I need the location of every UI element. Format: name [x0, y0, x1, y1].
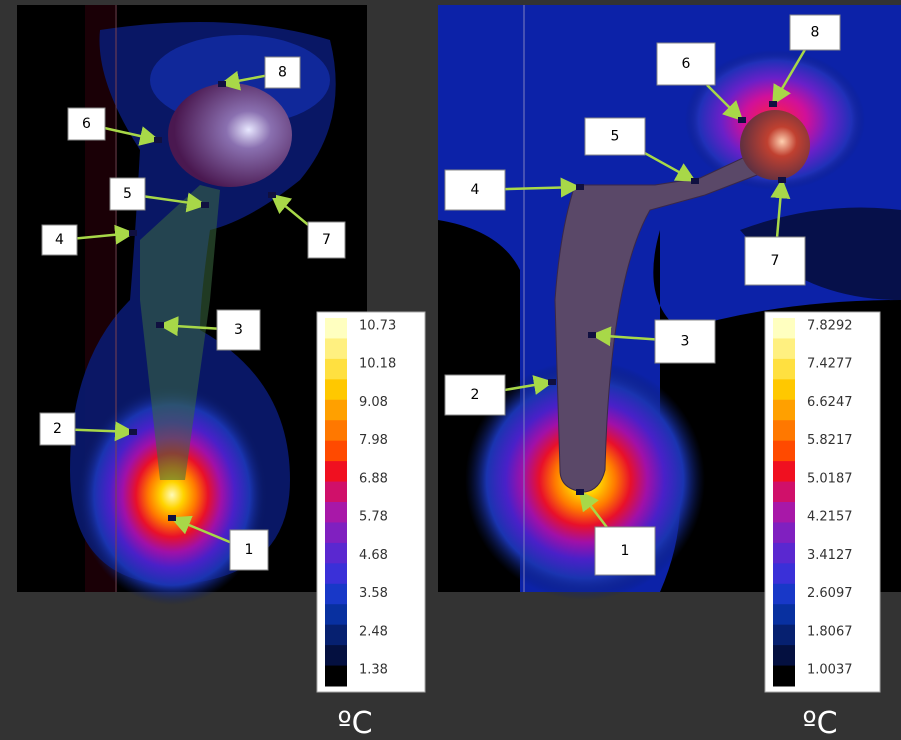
colorbar-swatch [325, 502, 347, 523]
colorbar-label: 9.08 [359, 395, 388, 410]
colorbar-swatch [773, 482, 795, 503]
head [740, 110, 810, 180]
colorbar-label: 6.88 [359, 471, 388, 486]
colorbar-label: 1.0037 [807, 663, 853, 678]
colorbar-swatch [325, 338, 347, 359]
marker-dot [268, 192, 276, 198]
colorbar-label: 7.8292 [807, 319, 853, 334]
colorbar-label: 5.8217 [807, 433, 853, 448]
point-label: 6 [82, 116, 91, 132]
colorbar-swatch [773, 584, 795, 605]
colorbar-swatch [325, 482, 347, 503]
colorbar-swatch [773, 420, 795, 441]
colorbar-label: 4.68 [359, 548, 388, 563]
marker-dot [738, 117, 746, 123]
colorbar-swatch [773, 543, 795, 564]
point-label: 3 [681, 334, 690, 350]
marker-dot [588, 332, 596, 338]
marker-dot [576, 184, 584, 190]
colorbar-swatch [773, 338, 795, 359]
colorbar-swatch [773, 604, 795, 625]
colorbar-swatch [773, 563, 795, 584]
point-label: 3 [234, 322, 243, 338]
left-panel [17, 5, 367, 605]
colorbar-swatch [773, 625, 795, 646]
colorbar-swatch [325, 563, 347, 584]
colorbar-swatch [773, 318, 795, 339]
point-label: 4 [55, 232, 64, 248]
marker-dot [201, 202, 209, 208]
colorbar-swatch [325, 359, 347, 380]
point-label: 6 [682, 56, 691, 72]
marker-dot [129, 429, 137, 435]
marker-dot [218, 81, 226, 87]
colorbar-label: 2.6097 [807, 586, 853, 601]
point-label: 4 [471, 182, 480, 198]
colorbar-swatch [325, 645, 347, 666]
point-label: 1 [621, 543, 630, 559]
colorbar-label: 3.58 [359, 586, 388, 601]
colorbar-label: 7.98 [359, 433, 388, 448]
colorbar-swatch [325, 420, 347, 441]
marker-dot [691, 178, 699, 184]
marker-dot [168, 515, 176, 521]
point-label: 7 [322, 232, 331, 248]
marker-dot [576, 489, 584, 495]
colorbar-swatch [773, 645, 795, 666]
point-label: 1 [245, 542, 254, 558]
colorbar-swatch [325, 604, 347, 625]
colorbar-swatch [773, 400, 795, 421]
unit-label: ºC [802, 706, 837, 740]
figure: 1 2 3 4 5 6 7 8 10.73 10.18 9.08 7.98 6.88 5.78 4.68 3.… [0, 0, 901, 740]
colorbar-label: 7.4277 [807, 357, 853, 372]
colorbar-swatch [773, 359, 795, 380]
colorbar-label: 5.78 [359, 510, 388, 525]
colorbar-swatch [773, 441, 795, 462]
colorbar-swatch [325, 522, 347, 543]
point-label: 8 [811, 25, 820, 41]
colorbar-swatch [325, 666, 347, 687]
colorbar-label: 5.0187 [807, 471, 853, 486]
marker-dot [778, 177, 786, 183]
point-label: 2 [53, 421, 62, 437]
point-label: 5 [611, 129, 620, 145]
point-label: 8 [278, 65, 287, 81]
unit-label: ºC [337, 706, 372, 740]
colorbar-label: 1.38 [359, 663, 388, 678]
colorbar-swatch [325, 625, 347, 646]
marker-dot [129, 230, 137, 236]
marker-dot [154, 137, 162, 143]
colorbar-swatch [325, 441, 347, 462]
colorbar-swatch [325, 584, 347, 605]
colorbar-swatch [773, 461, 795, 482]
colorbar-swatch [773, 502, 795, 523]
colorbar-swatch [773, 666, 795, 687]
colorbar-swatch [325, 543, 347, 564]
colorbar-swatch [325, 379, 347, 400]
marker-dot [156, 322, 164, 328]
colorbar-label: 10.73 [359, 319, 396, 334]
colorbar-swatch [773, 379, 795, 400]
marker-dot [548, 379, 556, 385]
colorbar-swatch [325, 318, 347, 339]
colorbar-swatch [325, 400, 347, 421]
colorbar-swatch [325, 461, 347, 482]
colorbar-label: 1.8067 [807, 624, 853, 639]
point-label: 2 [471, 387, 480, 403]
colorbar-swatch [773, 522, 795, 543]
colorbar-label: 2.48 [359, 624, 388, 639]
head [168, 83, 292, 187]
colorbar-label: 3.4127 [807, 548, 853, 563]
point-label: 5 [123, 186, 132, 202]
colorbar-label: 6.6247 [807, 395, 853, 410]
colorbar-label: 10.18 [359, 357, 396, 372]
marker-dot [769, 101, 777, 107]
colorbar-label: 4.2157 [807, 510, 853, 525]
point-label: 7 [771, 253, 780, 269]
